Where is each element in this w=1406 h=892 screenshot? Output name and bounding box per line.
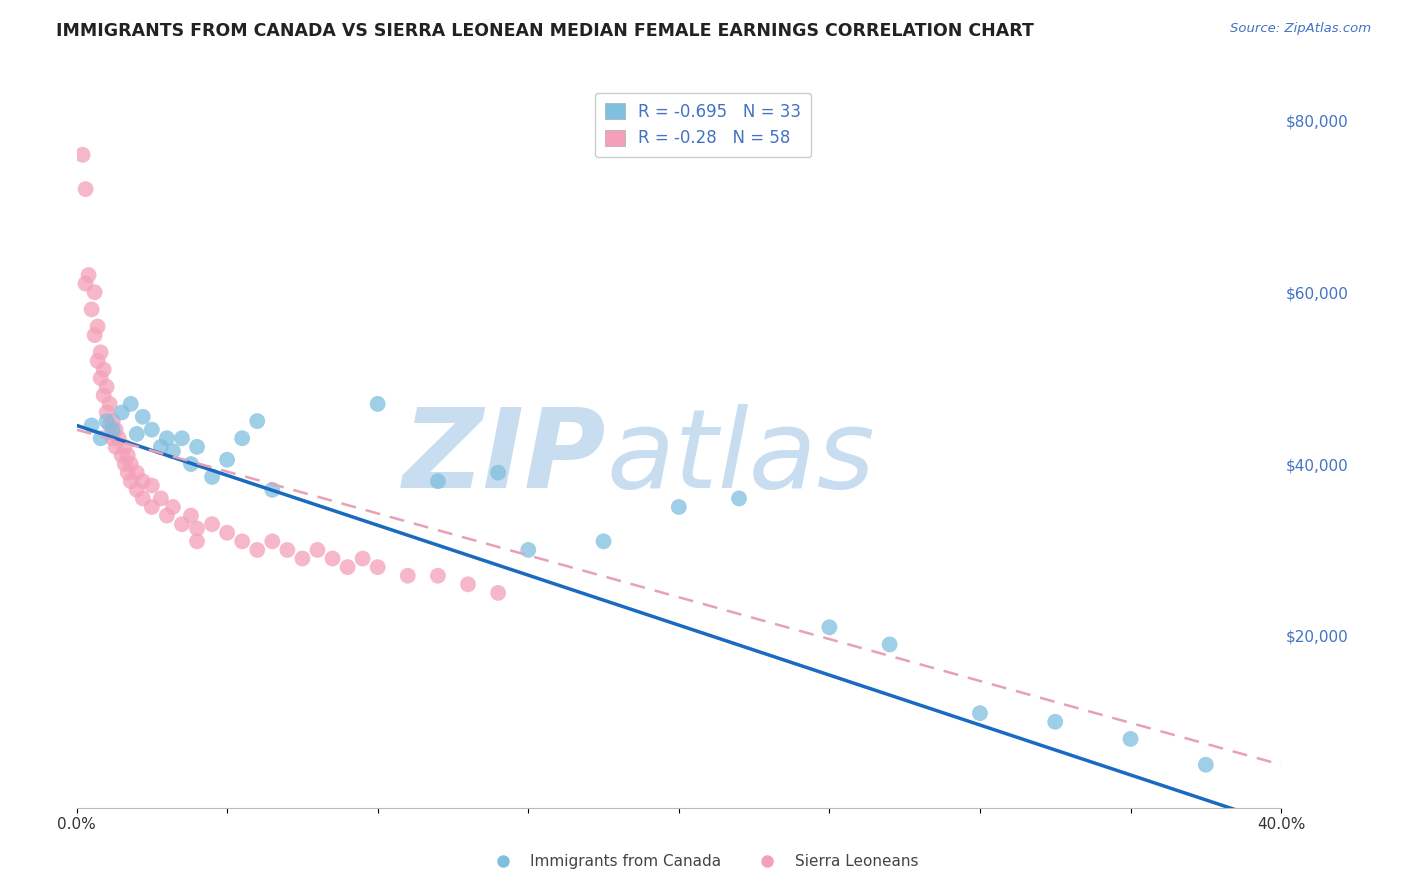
Point xyxy=(125,466,148,480)
Point xyxy=(141,423,163,437)
Point xyxy=(162,500,184,514)
Point xyxy=(75,182,97,196)
Point xyxy=(114,440,136,454)
Point xyxy=(120,457,142,471)
Point xyxy=(879,637,901,651)
Point xyxy=(149,440,172,454)
Point xyxy=(201,517,224,532)
Point xyxy=(170,517,193,532)
Point xyxy=(336,560,359,574)
Point xyxy=(93,388,115,402)
Point xyxy=(114,457,136,471)
Point xyxy=(231,431,253,445)
Point xyxy=(120,474,142,488)
Point xyxy=(90,431,112,445)
Text: IMMIGRANTS FROM CANADA VS SIERRA LEONEAN MEDIAN FEMALE EARNINGS CORRELATION CHAR: IMMIGRANTS FROM CANADA VS SIERRA LEONEAN… xyxy=(56,22,1035,40)
Point xyxy=(367,560,389,574)
Point xyxy=(75,277,97,291)
Point xyxy=(90,345,112,359)
Point xyxy=(101,423,124,437)
Point xyxy=(231,534,253,549)
Point xyxy=(180,457,202,471)
Point xyxy=(486,586,509,600)
Point xyxy=(80,302,103,317)
Point xyxy=(96,414,118,428)
Point xyxy=(217,525,239,540)
Point xyxy=(111,405,134,419)
Point xyxy=(90,371,112,385)
Point xyxy=(104,440,127,454)
Point xyxy=(96,405,118,419)
Legend: Immigrants from Canada, Sierra Leoneans: Immigrants from Canada, Sierra Leoneans xyxy=(481,848,925,875)
Point xyxy=(141,500,163,514)
Point xyxy=(180,508,202,523)
Point xyxy=(111,449,134,463)
Point xyxy=(83,285,105,300)
Point xyxy=(186,440,208,454)
Point xyxy=(186,521,208,535)
Point xyxy=(426,568,449,582)
Point xyxy=(72,147,94,161)
Point xyxy=(517,543,540,558)
Point xyxy=(592,534,614,549)
Point xyxy=(201,470,224,484)
Point xyxy=(101,414,124,428)
Point xyxy=(83,328,105,343)
Text: atlas: atlas xyxy=(606,404,875,510)
Point xyxy=(352,551,374,566)
Point xyxy=(307,543,329,558)
Point xyxy=(186,534,208,549)
Point xyxy=(162,444,184,458)
Point xyxy=(80,418,103,433)
Point xyxy=(818,620,841,634)
Point xyxy=(217,452,239,467)
Point xyxy=(96,380,118,394)
Point xyxy=(1119,731,1142,746)
Point xyxy=(969,706,991,721)
Point xyxy=(246,414,269,428)
Point xyxy=(156,431,179,445)
Point xyxy=(367,397,389,411)
Point xyxy=(457,577,479,591)
Point xyxy=(132,491,155,506)
Point xyxy=(141,478,163,492)
Point xyxy=(246,543,269,558)
Point xyxy=(125,483,148,497)
Point xyxy=(276,543,298,558)
Point xyxy=(262,483,284,497)
Point xyxy=(132,474,155,488)
Point xyxy=(1195,757,1218,772)
Text: Source: ZipAtlas.com: Source: ZipAtlas.com xyxy=(1230,22,1371,36)
Legend: R = -0.695   N = 33, R = -0.28   N = 58: R = -0.695 N = 33, R = -0.28 N = 58 xyxy=(595,93,811,157)
Point xyxy=(117,449,139,463)
Point xyxy=(98,418,121,433)
Point xyxy=(98,397,121,411)
Point xyxy=(262,534,284,549)
Point xyxy=(93,362,115,376)
Point xyxy=(104,423,127,437)
Point xyxy=(86,319,108,334)
Point xyxy=(156,508,179,523)
Point xyxy=(170,431,193,445)
Point xyxy=(396,568,419,582)
Point xyxy=(149,491,172,506)
Point xyxy=(132,409,155,424)
Point xyxy=(291,551,314,566)
Point xyxy=(120,397,142,411)
Point xyxy=(125,427,148,442)
Point xyxy=(1045,714,1067,729)
Point xyxy=(86,354,108,368)
Point xyxy=(77,268,100,282)
Text: ZIP: ZIP xyxy=(404,404,606,510)
Point xyxy=(486,466,509,480)
Point xyxy=(426,474,449,488)
Point xyxy=(728,491,751,506)
Point xyxy=(668,500,690,514)
Point xyxy=(117,466,139,480)
Point xyxy=(321,551,343,566)
Point xyxy=(107,431,129,445)
Point xyxy=(101,431,124,445)
